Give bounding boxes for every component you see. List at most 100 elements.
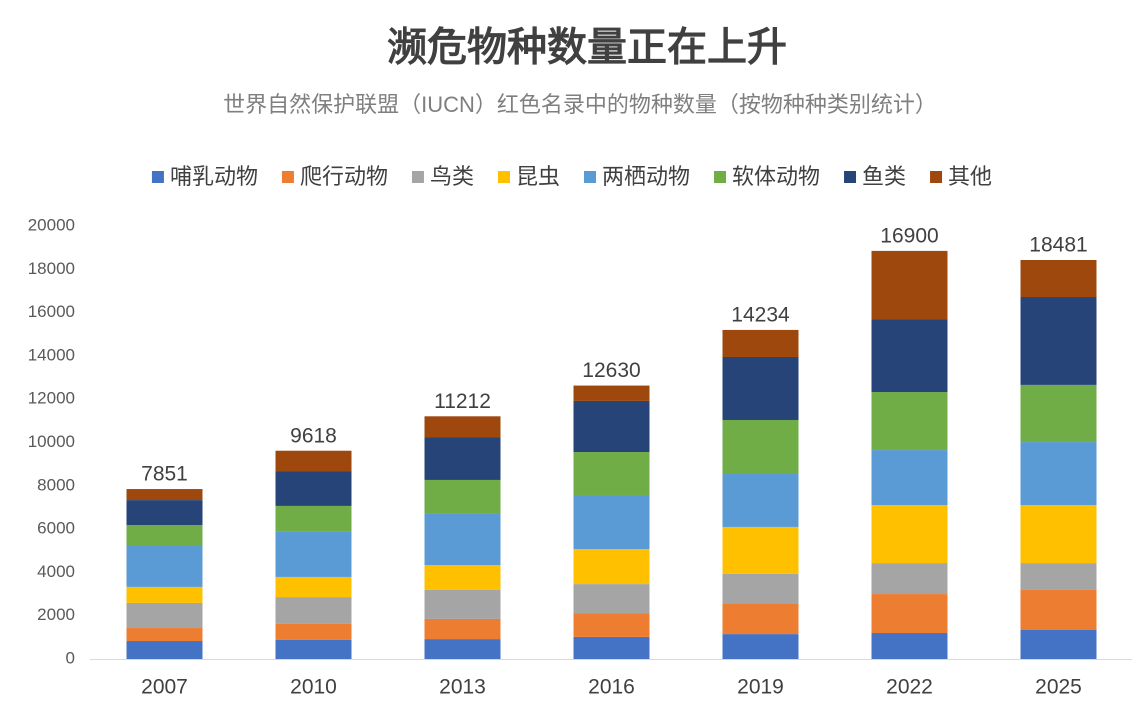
x-tick-label: 2019 bbox=[737, 676, 784, 699]
legend-label: 鸟类 bbox=[430, 164, 474, 189]
bar-segment bbox=[722, 473, 799, 527]
legend-label: 其他 bbox=[948, 164, 992, 189]
bar-segment bbox=[126, 586, 203, 603]
bar-segment bbox=[722, 526, 799, 574]
total-label: 12630 bbox=[582, 359, 640, 382]
bar-segment bbox=[424, 589, 501, 619]
y-tick-label: 0 bbox=[66, 648, 75, 667]
bar-segment bbox=[424, 565, 501, 590]
total-label: 7851 bbox=[141, 463, 188, 486]
y-tick-label: 18000 bbox=[28, 259, 75, 278]
bar-segment bbox=[126, 628, 203, 642]
legend-label: 哺乳动物 bbox=[170, 164, 258, 189]
y-tick-label: 2000 bbox=[37, 605, 75, 624]
y-tick-label: 16000 bbox=[28, 302, 75, 321]
bar-segment bbox=[722, 573, 799, 605]
y-tick-label: 8000 bbox=[37, 475, 75, 494]
bar-segment bbox=[126, 489, 203, 501]
legend-swatch bbox=[844, 171, 857, 183]
y-tick-label: 14000 bbox=[28, 345, 75, 364]
chart-subtitle: 世界自然保护联盟（IUCN）红色名录中的物种数量（按物种种类别统计） bbox=[223, 92, 937, 117]
bar-segment bbox=[871, 563, 948, 595]
bar-segment bbox=[722, 329, 799, 357]
legend-swatch bbox=[151, 171, 164, 183]
bar-segment bbox=[126, 524, 203, 546]
bar-segment bbox=[573, 452, 650, 496]
bar-segment bbox=[275, 576, 352, 598]
y-tick-label: 20000 bbox=[28, 215, 75, 234]
legend-swatch bbox=[411, 171, 424, 183]
bar-segment bbox=[573, 613, 650, 637]
bar-segment bbox=[573, 495, 650, 550]
bar-segment bbox=[573, 549, 650, 585]
bar-segment bbox=[424, 479, 501, 514]
bar-segment bbox=[1020, 563, 1097, 590]
bar-segment bbox=[871, 505, 948, 564]
bar-segment bbox=[275, 531, 352, 577]
x-tick-label: 2007 bbox=[141, 676, 188, 699]
legend-label: 爬行动物 bbox=[300, 164, 388, 189]
bar-segment bbox=[573, 584, 650, 614]
bar-segment bbox=[1020, 442, 1097, 506]
bar-segment bbox=[722, 634, 799, 659]
bar-segment bbox=[1020, 589, 1097, 630]
x-tick-label: 2025 bbox=[1035, 676, 1082, 699]
legend-label: 两栖动物 bbox=[602, 164, 690, 189]
bar-segment bbox=[424, 618, 501, 640]
bar-segment bbox=[126, 641, 203, 659]
bar-segment bbox=[871, 450, 948, 506]
bar-segment bbox=[871, 633, 948, 659]
total-label: 14234 bbox=[731, 303, 790, 326]
y-tick-label: 6000 bbox=[37, 519, 75, 538]
y-tick-label: 12000 bbox=[28, 389, 75, 408]
legend-swatch bbox=[497, 171, 510, 183]
bar-segment bbox=[573, 385, 650, 401]
bar-segment bbox=[871, 594, 948, 634]
bar-segment bbox=[424, 639, 501, 659]
bar-segment bbox=[275, 639, 352, 659]
bar-segment bbox=[1020, 297, 1097, 385]
bar-segment bbox=[275, 471, 352, 506]
legend-label: 软体动物 bbox=[732, 164, 820, 189]
bar-segment bbox=[126, 545, 203, 587]
bar-segment bbox=[871, 250, 948, 320]
bar-segment bbox=[1020, 629, 1097, 659]
bar-segment bbox=[573, 400, 650, 453]
bar-segment bbox=[275, 450, 352, 472]
bar-segment bbox=[722, 356, 799, 420]
legend-swatch bbox=[930, 171, 943, 183]
bar-segment bbox=[126, 500, 203, 525]
bar-segment bbox=[722, 604, 799, 635]
legend-swatch bbox=[281, 171, 294, 183]
bar-segment bbox=[1020, 505, 1097, 564]
total-label: 11212 bbox=[434, 390, 491, 413]
bar-segment bbox=[424, 437, 501, 480]
x-tick-label: 2016 bbox=[588, 676, 635, 699]
bar-segment bbox=[1020, 259, 1097, 298]
bar-segment bbox=[871, 392, 948, 451]
total-label: 18481 bbox=[1029, 234, 1087, 257]
total-label: 9618 bbox=[290, 424, 337, 447]
legend-label: 昆虫 bbox=[516, 164, 560, 189]
legend-swatch bbox=[714, 171, 727, 183]
total-label: 16900 bbox=[880, 224, 938, 247]
bar-segment bbox=[424, 416, 501, 438]
bar-segment bbox=[275, 623, 352, 640]
bar-segment bbox=[126, 602, 203, 629]
x-tick-label: 2010 bbox=[290, 676, 337, 699]
legend-label: 鱼类 bbox=[862, 164, 906, 189]
x-tick-label: 2013 bbox=[439, 676, 486, 699]
bar-segment bbox=[424, 513, 501, 566]
bar-segment bbox=[275, 505, 352, 532]
y-tick-label: 4000 bbox=[37, 562, 75, 581]
y-tick-label: 10000 bbox=[28, 432, 75, 451]
bar-segment bbox=[871, 319, 948, 393]
bar-segment bbox=[275, 597, 352, 624]
x-tick-label: 2022 bbox=[886, 676, 933, 699]
bar-segment bbox=[722, 419, 799, 474]
chart-title: 濒危物种数量正在上升 bbox=[387, 26, 787, 70]
bar-segment bbox=[1020, 384, 1097, 443]
legend-swatch bbox=[584, 171, 596, 183]
bar-segment bbox=[573, 636, 650, 659]
